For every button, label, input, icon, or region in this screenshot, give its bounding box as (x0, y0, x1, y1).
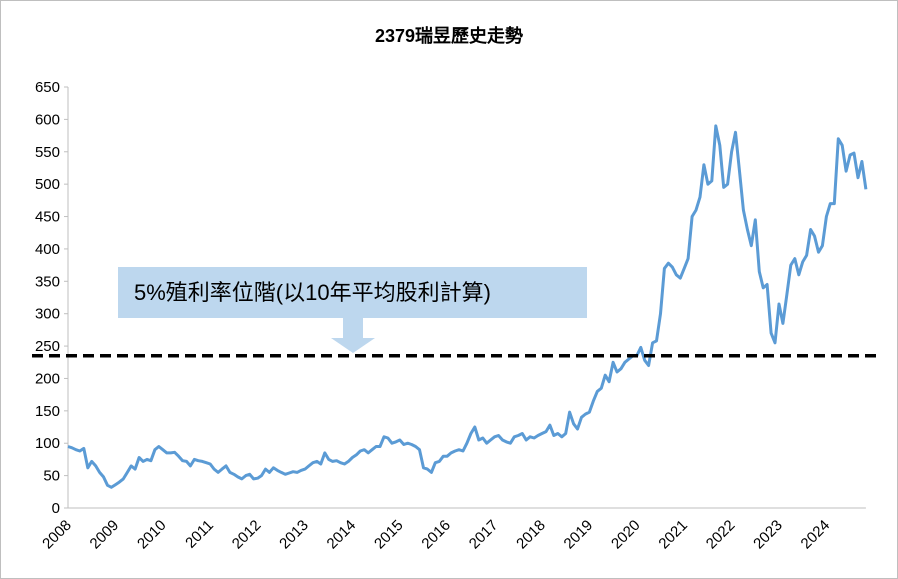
y-tick-label: 400 (35, 241, 60, 258)
y-tick-label: 100 (35, 435, 60, 452)
y-tick-label: 0 (52, 500, 60, 517)
y-tick-label: 650 (35, 79, 60, 96)
y-tick-label: 500 (35, 176, 60, 193)
annotation-text: 5%殖利率位階(以10年平均股利計算) (134, 280, 491, 305)
annotation-arrow (331, 318, 375, 353)
y-tick-label: 250 (35, 338, 60, 355)
y-tick-label: 550 (35, 144, 60, 161)
y-tick-label: 300 (35, 306, 60, 323)
y-tick-label: 350 (35, 273, 60, 290)
y-tick-label: 150 (35, 403, 60, 420)
annotation-box (118, 267, 587, 318)
y-tick-label: 450 (35, 209, 60, 226)
y-tick-label: 600 (35, 111, 60, 128)
y-tick-label: 50 (43, 468, 60, 485)
chart-title: 2379瑞昱歷史走勢 (375, 25, 523, 46)
y-tick-label: 200 (35, 370, 60, 387)
data-line (67, 124, 868, 489)
